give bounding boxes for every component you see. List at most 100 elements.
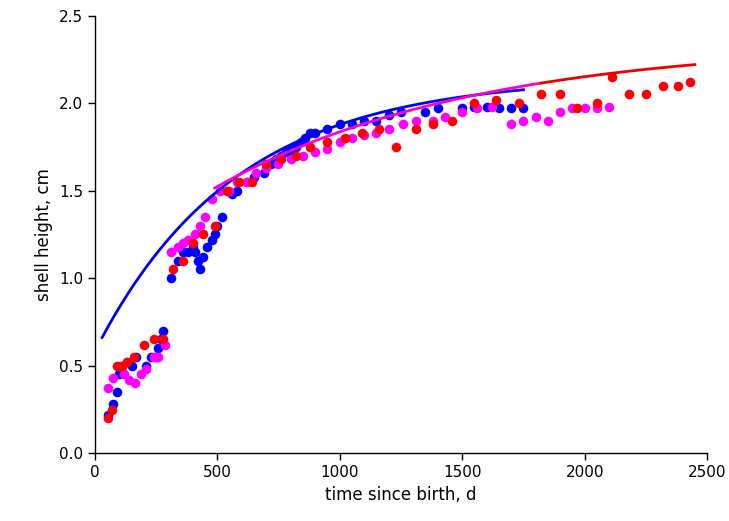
Point <box>300 134 311 142</box>
Point <box>469 103 480 111</box>
Point <box>285 155 297 164</box>
Point <box>395 108 407 116</box>
Point <box>111 362 122 370</box>
Point <box>606 73 617 81</box>
Point <box>270 155 282 164</box>
Point <box>114 362 125 370</box>
Point <box>209 221 221 230</box>
Point <box>604 103 615 111</box>
Point <box>410 125 421 133</box>
Point <box>334 120 346 128</box>
Point <box>439 113 451 121</box>
Point <box>128 353 140 361</box>
Point <box>530 113 542 121</box>
Point <box>177 239 189 247</box>
Point <box>231 178 243 186</box>
Point <box>233 178 245 186</box>
Point <box>346 120 358 128</box>
Point <box>148 336 160 344</box>
Point <box>194 221 206 230</box>
Point <box>410 117 421 125</box>
Point <box>246 178 257 186</box>
Point <box>106 405 118 414</box>
Point <box>107 374 119 382</box>
Point <box>155 336 167 344</box>
Point <box>217 213 228 221</box>
Point <box>305 143 316 151</box>
Point <box>125 362 137 370</box>
Point <box>211 221 223 230</box>
Point <box>226 190 238 199</box>
Point <box>447 117 459 125</box>
Point <box>157 327 169 335</box>
Point <box>123 376 135 384</box>
Point <box>248 172 260 181</box>
Point <box>339 134 351 142</box>
Point <box>305 129 316 137</box>
Point <box>194 265 206 274</box>
Point <box>356 129 367 137</box>
Point <box>370 129 382 137</box>
Point <box>572 104 583 113</box>
Point <box>554 90 566 98</box>
Point <box>280 148 292 156</box>
Point <box>390 143 402 151</box>
Point <box>138 341 149 349</box>
Point <box>116 362 128 370</box>
Point <box>383 125 394 133</box>
Point <box>187 243 198 251</box>
Point <box>591 99 603 107</box>
Point <box>231 187 243 195</box>
Point <box>427 117 439 125</box>
Point <box>114 370 125 379</box>
Point <box>579 104 590 113</box>
Point <box>206 235 218 244</box>
Point <box>275 155 286 164</box>
Point <box>481 103 493 111</box>
Point <box>346 134 358 142</box>
Point <box>566 104 578 113</box>
Point <box>427 120 439 128</box>
Point <box>591 104 603 113</box>
Point <box>321 138 333 146</box>
Point <box>260 160 272 169</box>
Point <box>172 243 184 251</box>
Point <box>202 243 214 251</box>
Point <box>157 336 169 344</box>
Point <box>370 117 382 125</box>
Point <box>152 344 164 352</box>
Point <box>456 104 468 113</box>
Point <box>334 138 346 146</box>
Point <box>172 256 184 265</box>
Point <box>512 99 524 107</box>
Point <box>359 130 370 139</box>
Point <box>145 353 157 361</box>
Point <box>285 146 297 155</box>
Point <box>471 104 483 113</box>
Point <box>206 195 218 204</box>
Point <box>295 138 306 146</box>
Point <box>136 370 147 379</box>
Point <box>505 120 517 128</box>
Point <box>258 169 270 177</box>
Point <box>182 248 194 256</box>
Point <box>121 358 133 366</box>
Y-axis label: shell height, cm: shell height, cm <box>35 168 53 301</box>
Point <box>672 81 684 90</box>
Point <box>684 78 695 86</box>
Point <box>260 164 272 172</box>
Point <box>141 365 152 374</box>
Point <box>491 95 502 104</box>
Point <box>209 230 221 239</box>
Point <box>456 108 468 116</box>
Point <box>190 248 201 256</box>
Point <box>273 160 284 169</box>
Point <box>197 253 208 262</box>
Point <box>309 148 321 156</box>
Point <box>623 90 634 98</box>
Point <box>640 90 652 98</box>
Point <box>102 411 114 419</box>
Point <box>554 108 566 116</box>
Point <box>116 362 128 370</box>
Point <box>290 152 302 160</box>
